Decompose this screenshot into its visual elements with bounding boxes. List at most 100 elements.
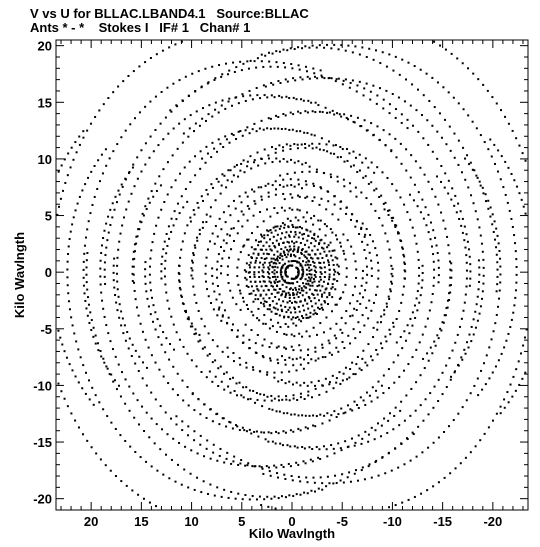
uv-point bbox=[301, 233, 304, 236]
uv-point bbox=[75, 340, 78, 343]
uv-point bbox=[266, 371, 269, 374]
y-tick-label: 15 bbox=[38, 95, 52, 110]
uv-point bbox=[92, 403, 95, 406]
uv-point bbox=[356, 355, 359, 358]
uv-point bbox=[305, 291, 308, 294]
uv-point bbox=[270, 342, 273, 345]
uv-point bbox=[289, 429, 292, 432]
uv-point bbox=[257, 164, 260, 167]
uv-point bbox=[154, 361, 157, 364]
uv-point bbox=[116, 264, 119, 267]
uv-point bbox=[218, 64, 221, 67]
uv-point bbox=[123, 324, 126, 327]
uv-point bbox=[369, 98, 372, 101]
uv-point bbox=[165, 291, 168, 294]
uv-point bbox=[128, 409, 131, 412]
uv-point bbox=[262, 84, 265, 87]
uv-point bbox=[263, 498, 266, 501]
uv-point bbox=[314, 101, 317, 104]
uv-point bbox=[133, 289, 136, 292]
uv-point bbox=[261, 235, 264, 238]
uv-point bbox=[307, 276, 310, 279]
uv-point bbox=[304, 110, 307, 113]
uv-point bbox=[319, 69, 322, 72]
uv-point bbox=[239, 169, 242, 172]
uv-point bbox=[314, 384, 317, 387]
uv-point bbox=[269, 229, 272, 232]
uv-point bbox=[329, 327, 332, 330]
uv-point bbox=[220, 184, 223, 187]
uv-point bbox=[419, 166, 422, 169]
uv-point bbox=[308, 165, 311, 168]
uv-point bbox=[288, 293, 291, 296]
uv-point bbox=[365, 55, 368, 58]
uv-point bbox=[314, 111, 317, 114]
uv-point bbox=[458, 217, 461, 220]
uv-point bbox=[274, 225, 277, 228]
uv-point bbox=[457, 412, 460, 415]
uv-point bbox=[296, 267, 299, 270]
uv-point bbox=[90, 446, 93, 449]
uv-point bbox=[416, 205, 419, 208]
uv-point bbox=[127, 172, 130, 175]
uv-point bbox=[172, 323, 175, 326]
uv-point bbox=[301, 266, 304, 269]
uv-point bbox=[290, 413, 293, 416]
uv-point bbox=[311, 292, 314, 295]
uv-point bbox=[188, 160, 191, 163]
uv-point bbox=[400, 162, 403, 165]
uv-point bbox=[356, 300, 359, 303]
uv-point bbox=[403, 419, 406, 422]
uv-point bbox=[132, 265, 135, 268]
uv-point bbox=[268, 277, 271, 280]
uv-point bbox=[361, 466, 364, 469]
uv-point bbox=[134, 349, 137, 352]
uv-point bbox=[211, 420, 214, 423]
uv-point bbox=[474, 310, 477, 313]
uv-point bbox=[215, 177, 218, 180]
uv-point bbox=[365, 197, 368, 200]
uv-point bbox=[313, 280, 316, 283]
uv-point bbox=[213, 78, 216, 81]
uv-point bbox=[193, 488, 196, 491]
uv-point bbox=[281, 266, 284, 269]
uv-point bbox=[387, 295, 390, 298]
uv-point bbox=[280, 128, 283, 131]
uv-point bbox=[281, 398, 284, 401]
uv-point bbox=[277, 476, 280, 479]
uv-point bbox=[510, 318, 513, 321]
uv-point bbox=[274, 193, 277, 196]
uv-point bbox=[303, 285, 306, 288]
uv-point bbox=[219, 447, 222, 450]
uv-point bbox=[209, 206, 212, 209]
uv-point bbox=[448, 260, 451, 263]
uv-point bbox=[318, 110, 321, 113]
uv-point bbox=[341, 341, 344, 344]
uv-point bbox=[385, 302, 388, 305]
uv-point bbox=[338, 113, 341, 116]
uv-point bbox=[141, 361, 144, 364]
uv-point bbox=[99, 350, 102, 353]
uv-point bbox=[499, 265, 502, 268]
uv-point bbox=[292, 394, 295, 397]
uv-point bbox=[272, 257, 275, 260]
uv-point bbox=[327, 303, 330, 306]
uv-point bbox=[453, 204, 456, 207]
uv-point bbox=[415, 109, 418, 112]
uv-point bbox=[297, 64, 300, 67]
uv-point bbox=[340, 245, 343, 248]
uv-point bbox=[148, 436, 151, 439]
uv-point bbox=[333, 113, 336, 116]
uv-point bbox=[288, 234, 291, 237]
uv-point bbox=[453, 156, 456, 159]
uv-point bbox=[296, 208, 299, 211]
uv-point bbox=[300, 289, 303, 292]
uv-point bbox=[291, 358, 294, 361]
uv-point bbox=[276, 266, 279, 269]
uv-point bbox=[440, 180, 443, 183]
uv-point bbox=[298, 318, 301, 321]
uv-point bbox=[273, 376, 276, 379]
uv-point bbox=[448, 252, 451, 255]
uv-point bbox=[252, 314, 255, 317]
uv-point bbox=[376, 94, 379, 97]
